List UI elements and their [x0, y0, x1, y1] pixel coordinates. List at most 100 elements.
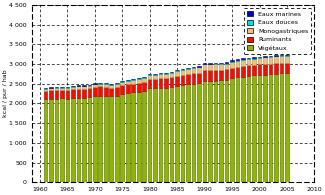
Bar	[137, 92, 140, 182]
Bar	[197, 73, 201, 83]
Bar	[186, 84, 190, 182]
Bar	[137, 82, 140, 92]
Bar	[76, 89, 80, 98]
Bar	[252, 75, 256, 182]
Bar	[131, 80, 135, 83]
Bar	[121, 85, 124, 94]
Bar	[241, 58, 245, 59]
Bar	[225, 69, 228, 80]
Bar	[71, 87, 75, 89]
Bar	[263, 64, 267, 75]
Bar	[142, 91, 146, 182]
Bar	[280, 74, 283, 182]
Bar	[153, 74, 157, 75]
Bar	[148, 79, 151, 89]
Bar	[186, 68, 190, 69]
Bar	[170, 87, 174, 182]
Bar	[137, 78, 140, 79]
Bar	[203, 81, 206, 182]
Bar	[60, 88, 64, 90]
Bar	[203, 70, 206, 81]
Bar	[181, 75, 184, 85]
Bar	[49, 90, 53, 99]
Bar	[230, 68, 234, 78]
Bar	[110, 88, 113, 96]
Bar	[236, 77, 239, 182]
Bar	[208, 81, 212, 182]
Bar	[164, 73, 168, 74]
Bar	[236, 60, 239, 61]
Bar	[285, 54, 289, 55]
Bar	[60, 98, 64, 182]
Bar	[247, 59, 250, 65]
Bar	[153, 89, 157, 182]
Bar	[164, 74, 168, 78]
Bar	[225, 63, 228, 64]
Bar	[71, 98, 75, 182]
Bar	[115, 87, 119, 96]
Bar	[280, 56, 283, 63]
Bar	[176, 86, 179, 182]
Bar	[49, 99, 53, 182]
Bar	[219, 63, 223, 64]
Bar	[115, 96, 119, 182]
Bar	[82, 85, 85, 86]
Bar	[82, 89, 85, 98]
Bar	[263, 57, 267, 64]
Bar	[142, 82, 146, 91]
Bar	[159, 78, 162, 88]
Bar	[104, 83, 108, 84]
Bar	[170, 72, 174, 73]
Bar	[87, 86, 91, 88]
Bar	[66, 90, 69, 99]
Bar	[192, 84, 195, 182]
Bar	[186, 74, 190, 84]
Bar	[98, 82, 102, 83]
Bar	[192, 68, 195, 74]
Bar	[142, 77, 146, 78]
Bar	[66, 99, 69, 182]
Bar	[241, 77, 245, 182]
Bar	[181, 69, 184, 70]
Bar	[258, 64, 261, 75]
Bar	[236, 61, 239, 67]
Bar	[176, 70, 179, 71]
Bar	[44, 88, 47, 89]
Bar	[71, 89, 75, 98]
Bar	[176, 71, 179, 76]
Bar	[214, 63, 217, 64]
Bar	[225, 64, 228, 69]
Bar	[197, 66, 201, 67]
Bar	[55, 90, 58, 99]
Bar	[93, 83, 97, 84]
Bar	[230, 60, 234, 61]
Bar	[214, 64, 217, 70]
Bar	[98, 86, 102, 96]
Bar	[110, 84, 113, 85]
Bar	[44, 99, 47, 182]
Bar	[76, 85, 80, 86]
Bar	[236, 59, 239, 60]
Bar	[121, 81, 124, 82]
Bar	[214, 70, 217, 81]
Bar	[121, 82, 124, 85]
Bar	[252, 57, 256, 58]
Bar	[76, 98, 80, 182]
Bar	[274, 56, 278, 57]
Bar	[148, 75, 151, 79]
Bar	[87, 85, 91, 86]
Bar	[49, 88, 53, 90]
Bar	[159, 88, 162, 182]
Bar	[170, 73, 174, 77]
Bar	[55, 87, 58, 88]
Legend: Eaux marines, Eaux douces, Monogastriques, Ruminants, Végétaux: Eaux marines, Eaux douces, Monogastrique…	[243, 8, 311, 54]
Bar	[208, 70, 212, 81]
Y-axis label: kcal / pur / hab: kcal / pur / hab	[3, 70, 8, 117]
Bar	[285, 63, 289, 73]
Bar	[87, 88, 91, 97]
Bar	[280, 63, 283, 74]
Bar	[203, 64, 206, 70]
Bar	[55, 88, 58, 90]
Bar	[208, 63, 212, 64]
Bar	[252, 58, 256, 65]
